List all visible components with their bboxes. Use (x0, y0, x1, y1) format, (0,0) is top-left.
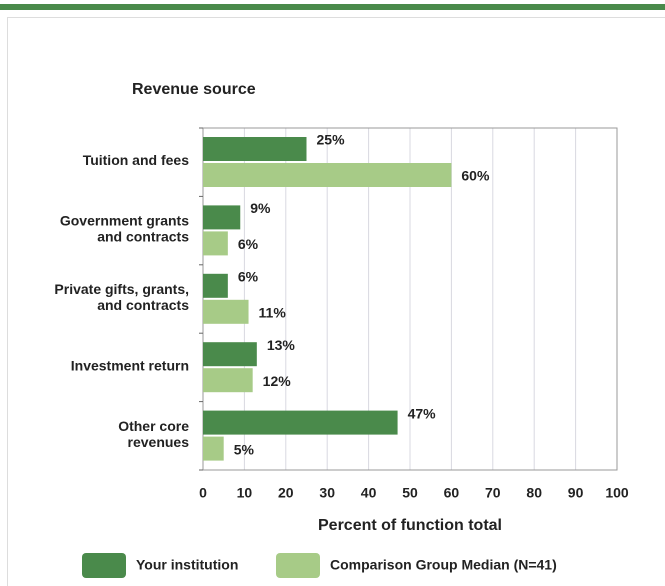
chart-title: Revenue source (132, 81, 256, 98)
y-tick-label: Private gifts, grants, and contracts (54, 281, 189, 313)
bar (203, 137, 307, 161)
x-tick-label: 10 (237, 485, 253, 501)
data-label: 25% (317, 132, 346, 148)
bar (203, 205, 241, 230)
x-tick-label: 40 (361, 485, 377, 501)
data-label: 11% (259, 305, 287, 321)
data-label: 6% (238, 269, 259, 285)
data-label: 47% (408, 405, 437, 421)
bar (203, 231, 228, 256)
data-label: 6% (238, 236, 259, 252)
legend-label: Your institution (136, 557, 238, 573)
bar (203, 436, 224, 461)
y-tick-label: Investment return (71, 357, 189, 373)
bar (203, 410, 398, 435)
x-tick-label: 50 (402, 485, 418, 501)
x-tick-label: 80 (526, 485, 542, 501)
bar (203, 342, 257, 367)
bar (203, 273, 228, 298)
x-tick-label: 100 (605, 485, 629, 501)
legend-swatch (276, 553, 320, 578)
x-tick-label: 30 (319, 485, 335, 501)
bar (203, 299, 249, 324)
bar (203, 368, 253, 393)
y-tick-label: Other core revenues (118, 418, 189, 450)
bar (203, 163, 452, 187)
data-label: 9% (250, 200, 271, 216)
x-tick-label: 0 (199, 485, 207, 501)
data-label: 13% (267, 337, 296, 353)
plot-border (202, 127, 618, 471)
data-label: 5% (234, 441, 255, 457)
legend-label: Comparison Group Median (N=41) (330, 557, 557, 573)
x-tick-label: 20 (278, 485, 294, 501)
x-tick-label: 90 (568, 485, 584, 501)
panel-border (7, 17, 665, 586)
x-tick-label: 70 (485, 485, 501, 501)
data-label: 12% (263, 373, 292, 389)
y-tick-label: Tuition and fees (83, 152, 190, 168)
legend-swatch (82, 553, 126, 578)
x-tick-label: 60 (444, 485, 460, 501)
top-bar (0, 4, 665, 10)
y-tick-label: Government grants and contracts (60, 212, 189, 244)
data-label: 60% (461, 168, 490, 184)
x-axis-label: Percent of function total (318, 517, 502, 534)
